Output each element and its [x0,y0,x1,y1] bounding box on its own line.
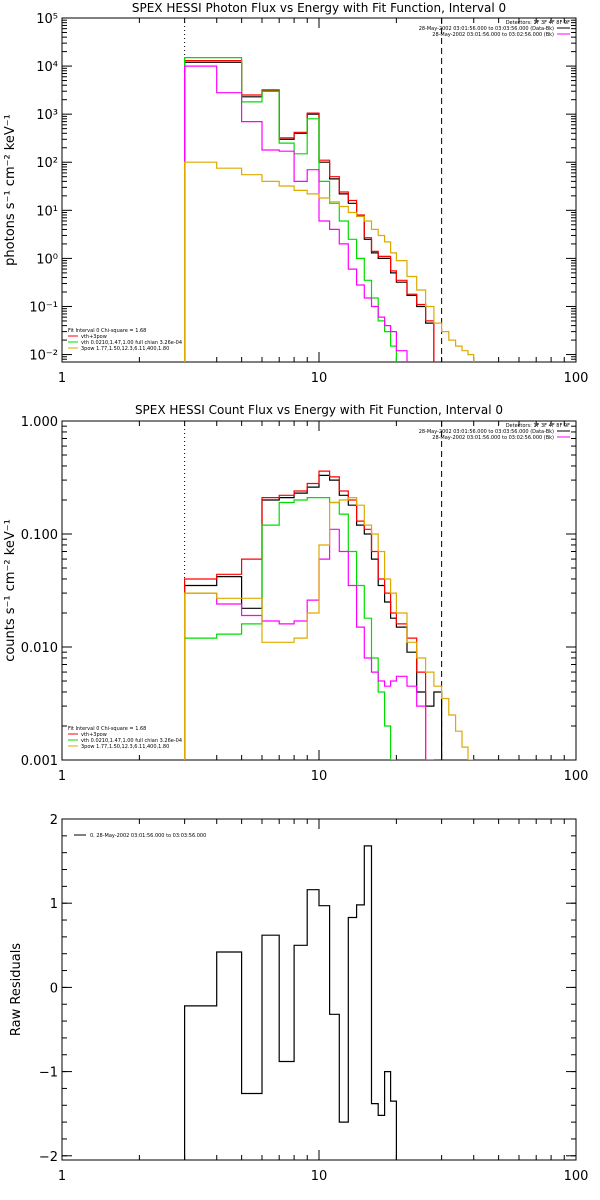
y-tick-label: 10¹ [36,204,58,219]
detector-legend-text: 28-May-2002 03:01:56.000 to 03:03:56.000… [419,26,554,32]
fit-legend-text: vth 0.0210,1.47,1.00 full chian 3.26e-04 [81,340,182,346]
fit-legend-title: Fit Interval 0 Chi-square = 1.68 [68,726,146,732]
series-line-2 [184,60,435,362]
chart-panel-3: Raw Residuals 1 10 100 −2 −1 0 1 2 0. 28-May-2002… [9,813,588,1184]
y-axis-label: counts s⁻¹ cm⁻² keV⁻¹ [3,519,18,662]
y-tick-label: 0.010 [21,641,58,656]
detector-legend-text: 28-May-2002 03:01:56.000 to 03:02:56.000… [432,32,554,38]
detector-legend-text: Detectors: 1F 3F 4F 8F 9F [506,20,570,26]
y-tick-label: −2 [39,1150,58,1165]
y-tick-label: 10² [36,156,58,171]
y-tick-label: 2 [50,813,58,828]
x-tick-label: 10 [311,371,328,386]
y-axis-label: Raw Residuals [9,943,24,1036]
series-line-4 [184,65,408,362]
x-tick-label: 100 [564,769,589,784]
series-group [184,57,475,362]
x-tick-label: 1 [58,371,66,386]
detector-legend-text: 28-May-2002 03:01:56.000 to 03:02:56.000… [432,435,554,441]
y-tick-label: 0.001 [21,754,58,769]
chart-title: SPEX HESSI Count Flux vs Energy with Fit… [135,403,503,417]
x-tick-label: 100 [564,1169,589,1184]
fit-legend-text: 3pow 1.77,1.50,12.3,6.11,400,1.80 [81,346,169,352]
y-tick-label: 10⁵ [36,12,58,27]
chart-panel-2: SPEX HESSI Count Flux vs Energy with Fit… [3,403,588,784]
y-axis-label: photons s⁻¹ cm⁻² keV⁻¹ [3,114,18,266]
y-tick-label: −1 [39,1066,58,1081]
y-tick-label: 0 [50,981,58,996]
series-line-5 [184,161,475,362]
series-line-1 [184,474,443,760]
detector-legend-text: Detectors: 1F 3F 4F 8F 9F [506,423,570,429]
x-tick-label: 10 [311,769,328,784]
y-tick-label: 1.000 [21,415,58,430]
fit-legend-text: 3pow 1.77,1.50,12.3,6.11,400,1.80 [81,744,169,750]
chart-panel-1: SPEX HESSI Photon Flux vs Energy with Fi… [3,1,588,386]
detector-legend-text: 28-May-2002 03:01:56.000 to 03:03:56.000… [419,429,554,435]
y-tick-label: 1 [50,897,58,912]
series-line-1 [184,61,435,362]
x-tick-label: 1 [58,769,66,784]
fit-legend-text: vth+3pow [81,334,107,340]
y-tick-label: 10⁰ [36,252,58,267]
residual-legend-text: 0. 28-May-2002 03:01:56.000 to 03:03:56.… [90,833,206,839]
x-tick-label: 1 [58,1169,66,1184]
series-group [184,845,397,1160]
fit-legend-title: Fit Interval 0 Chi-square = 1.68 [68,328,146,334]
y-tick-label: 10⁴ [36,60,58,75]
series-line-3 [184,57,397,362]
fit-legend-text: vth 0.0210,1.47,1.00 full chian 3.26e-04 [81,738,182,744]
y-tick-label: 10⁻¹ [29,300,58,315]
plot-frame [61,818,577,1161]
fit-legend-text: vth+3pow [81,732,107,738]
chart-title: SPEX HESSI Photon Flux vs Energy with Fi… [132,1,506,15]
series-line-5 [184,497,474,760]
x-tick-label: 10 [311,1169,328,1184]
series-line-1 [184,845,397,1160]
y-tick-label: 0.100 [21,528,58,543]
series-group [184,470,474,760]
y-tick-label: 10³ [36,108,58,123]
series-line-2 [184,470,427,760]
y-tick-label: 10⁻² [29,349,58,364]
x-tick-label: 100 [564,371,589,386]
series-line-4 [184,528,434,760]
